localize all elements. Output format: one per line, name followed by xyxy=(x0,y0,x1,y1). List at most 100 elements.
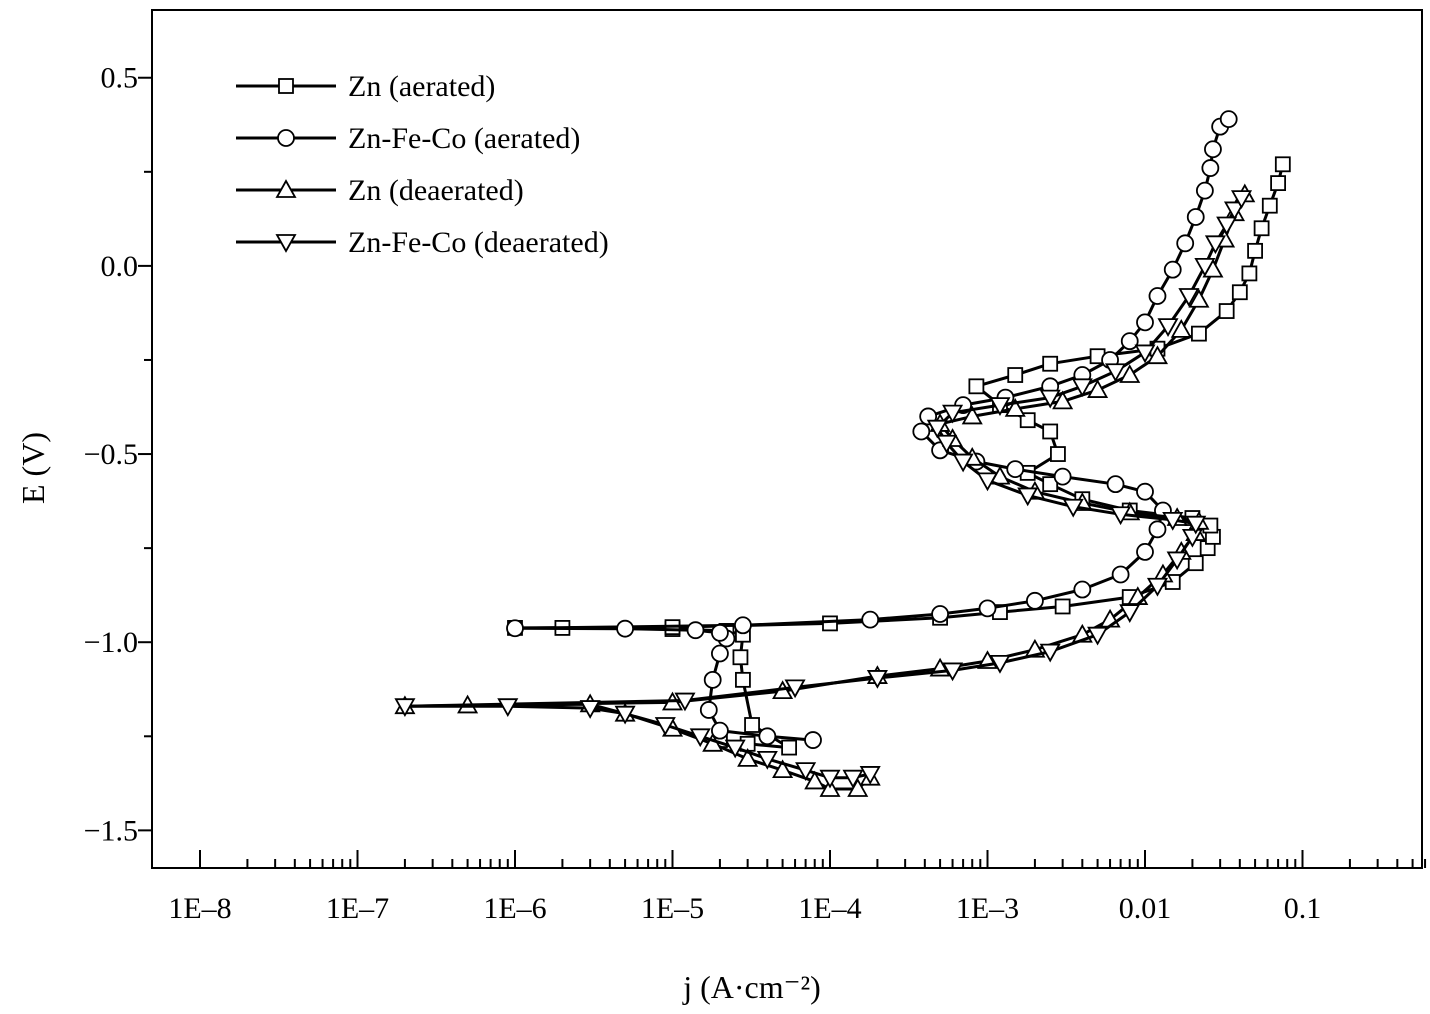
data-point xyxy=(1157,318,1179,337)
data-point xyxy=(711,721,729,740)
data-point xyxy=(732,649,749,666)
data-point xyxy=(1241,265,1258,282)
data-point xyxy=(1223,201,1246,221)
data-point xyxy=(1274,156,1291,173)
data-point xyxy=(1194,257,1216,277)
legend-entry: Zn (aerated) xyxy=(236,70,495,103)
data-point xyxy=(859,766,881,785)
data-point xyxy=(1146,345,1169,365)
data-point xyxy=(1191,325,1207,342)
data-point xyxy=(1187,555,1204,572)
data-point xyxy=(1178,288,1200,307)
data-point xyxy=(1204,235,1226,255)
data-point xyxy=(1039,643,1061,663)
data-point xyxy=(1204,140,1222,159)
x-tick-label: 0.1 xyxy=(1284,892,1322,925)
data-point xyxy=(1148,520,1167,539)
data-point xyxy=(942,404,964,424)
data-point xyxy=(1136,482,1154,501)
data-point xyxy=(989,397,1011,416)
data-point xyxy=(735,671,751,688)
data-point xyxy=(1119,604,1141,623)
y-tick-label: −1.5 xyxy=(84,814,138,847)
data-point xyxy=(1006,460,1025,479)
data-point xyxy=(1119,364,1141,383)
data-point xyxy=(1163,260,1182,279)
data-point xyxy=(952,453,974,473)
data-point xyxy=(1042,476,1059,493)
data-point xyxy=(1007,367,1024,383)
data-point xyxy=(1042,355,1059,372)
data-point xyxy=(978,599,997,618)
data-point xyxy=(795,762,817,781)
data-point xyxy=(772,759,794,779)
plot-frame xyxy=(151,9,1423,869)
data-point xyxy=(1120,332,1139,351)
data-point xyxy=(1134,344,1156,364)
legend-label: Zn (deaerated) xyxy=(348,174,524,207)
y-axis-tick-labels: 0.5 0.0 −0.5 −1.0 −1.5 xyxy=(84,62,138,848)
data-point xyxy=(756,750,778,770)
data-point xyxy=(989,655,1011,674)
x-axis-title: j (A·cm⁻²) xyxy=(682,969,821,1005)
data-point xyxy=(822,615,838,632)
data-point xyxy=(1195,181,1214,200)
data-point xyxy=(1181,528,1203,548)
data-point xyxy=(842,769,864,789)
data-point xyxy=(1162,512,1184,531)
data-point xyxy=(1052,390,1074,410)
x-axis-ticks xyxy=(199,850,1427,868)
series-4 xyxy=(394,190,1253,789)
legend-label: Zn-Fe-Co (aerated) xyxy=(348,122,580,155)
data-point xyxy=(1071,378,1093,398)
data-point xyxy=(616,619,634,638)
data-point xyxy=(497,698,519,718)
y-axis-title: E (V) xyxy=(15,432,51,504)
x-tick-label: 1E–6 xyxy=(483,892,546,925)
data-point xyxy=(1054,598,1071,615)
legend-entry: Zn-Fe-Co (deaerated) xyxy=(236,226,609,259)
data-point xyxy=(1188,288,1210,308)
y-tick-label: 0.5 xyxy=(101,62,139,95)
data-point xyxy=(579,700,601,719)
data-point xyxy=(936,434,958,454)
data-point xyxy=(1136,313,1154,332)
legend-entry: Zn (deaerated) xyxy=(236,174,524,207)
data-point xyxy=(1053,467,1072,486)
data-point xyxy=(1087,379,1109,398)
x-tick-label: 1E–7 xyxy=(326,892,389,925)
x-tick-label: 0.01 xyxy=(1119,892,1172,925)
data-point xyxy=(724,739,746,759)
x-tick-label: 1E–8 xyxy=(168,892,231,925)
data-point xyxy=(781,739,798,756)
data-point xyxy=(1042,423,1059,440)
data-point xyxy=(1201,159,1220,177)
data-point xyxy=(1166,551,1188,571)
data-point xyxy=(819,769,841,789)
data-point xyxy=(1185,515,1207,535)
y-tick-label: −0.5 xyxy=(84,438,138,471)
data-point xyxy=(1219,110,1238,129)
legend-marker xyxy=(278,78,294,94)
data-point xyxy=(1247,242,1263,259)
data-point xyxy=(1087,626,1109,646)
data-point xyxy=(1176,234,1195,253)
data-point xyxy=(689,728,711,748)
data-point xyxy=(976,472,999,492)
data-point xyxy=(1039,389,1061,409)
data-point xyxy=(1253,220,1270,237)
data-point xyxy=(1050,446,1066,462)
data-point xyxy=(1170,319,1192,338)
data-point xyxy=(1261,197,1278,214)
data-point xyxy=(703,670,722,689)
data-point xyxy=(804,731,822,749)
legend-label: Zn-Fe-Co (deaerated) xyxy=(348,226,609,259)
legend-marker xyxy=(275,179,297,198)
data-point xyxy=(1110,506,1132,526)
data-point xyxy=(866,670,888,689)
data-point xyxy=(1218,303,1235,319)
data-point xyxy=(1106,475,1125,494)
y-tick-label: −1.0 xyxy=(84,626,138,659)
data-point xyxy=(1073,580,1092,599)
